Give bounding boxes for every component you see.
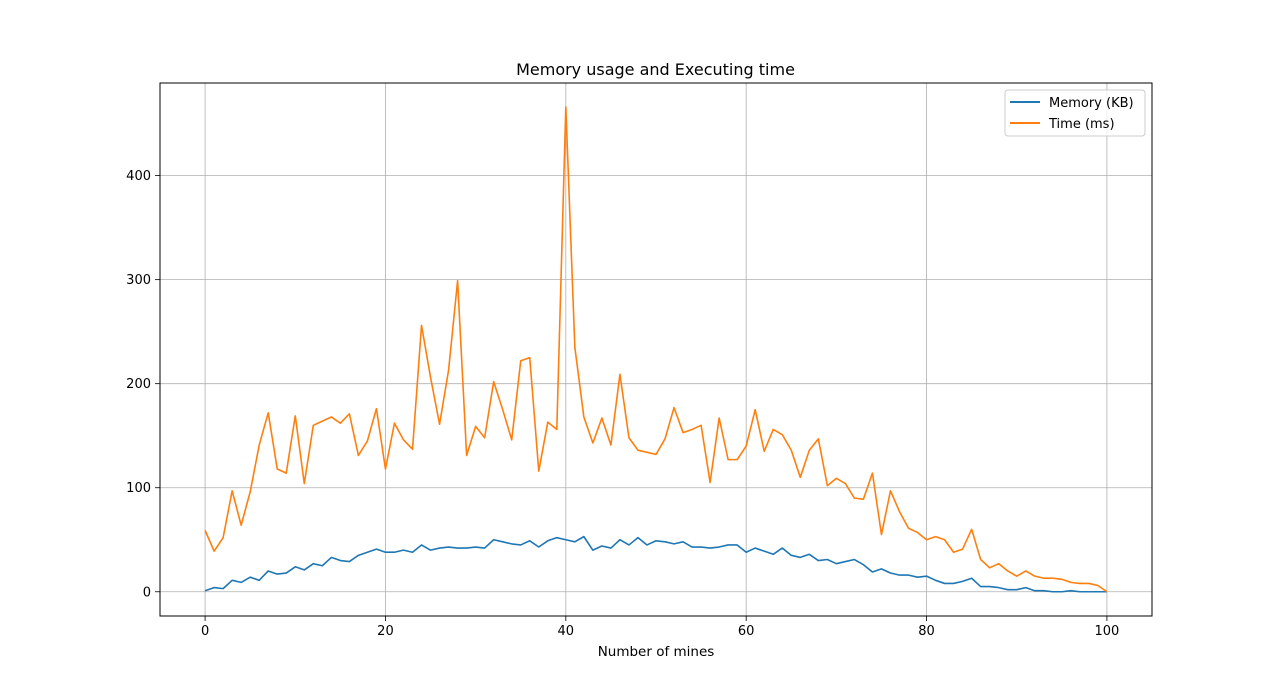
series-layer — [204, 106, 1108, 593]
y-axis: 0 100 200 300 400 — [126, 169, 160, 600]
x-axis-label: Number of mines — [598, 644, 715, 660]
x-tick-label: 80 — [918, 624, 935, 639]
x-tick-label: 100 — [1094, 624, 1119, 639]
y-tick-label: 300 — [126, 273, 151, 288]
y-tick-label: 0 — [143, 585, 151, 600]
x-tick-label: 60 — [738, 624, 755, 639]
x-tick-label: 0 — [201, 624, 209, 639]
y-tick-label: 100 — [126, 481, 151, 496]
chart-title: Memory usage and Executing time — [516, 60, 795, 79]
legend-label: Memory (KB) — [1049, 96, 1134, 111]
legend-label: Time (ms) — [1048, 117, 1115, 132]
x-axis: 0 20 40 60 80 100 — [201, 616, 1119, 639]
x-tick-label: 40 — [558, 624, 575, 639]
x-tick-label: 20 — [377, 624, 394, 639]
legend: Memory (KB) Time (ms) — [1004, 89, 1146, 137]
grid — [160, 83, 1152, 616]
series-line-1 — [204, 535, 1107, 593]
y-tick-label: 400 — [126, 169, 151, 184]
plot-frame — [159, 82, 1153, 617]
series-line-2 — [204, 106, 1108, 593]
y-tick-label: 200 — [126, 377, 151, 392]
